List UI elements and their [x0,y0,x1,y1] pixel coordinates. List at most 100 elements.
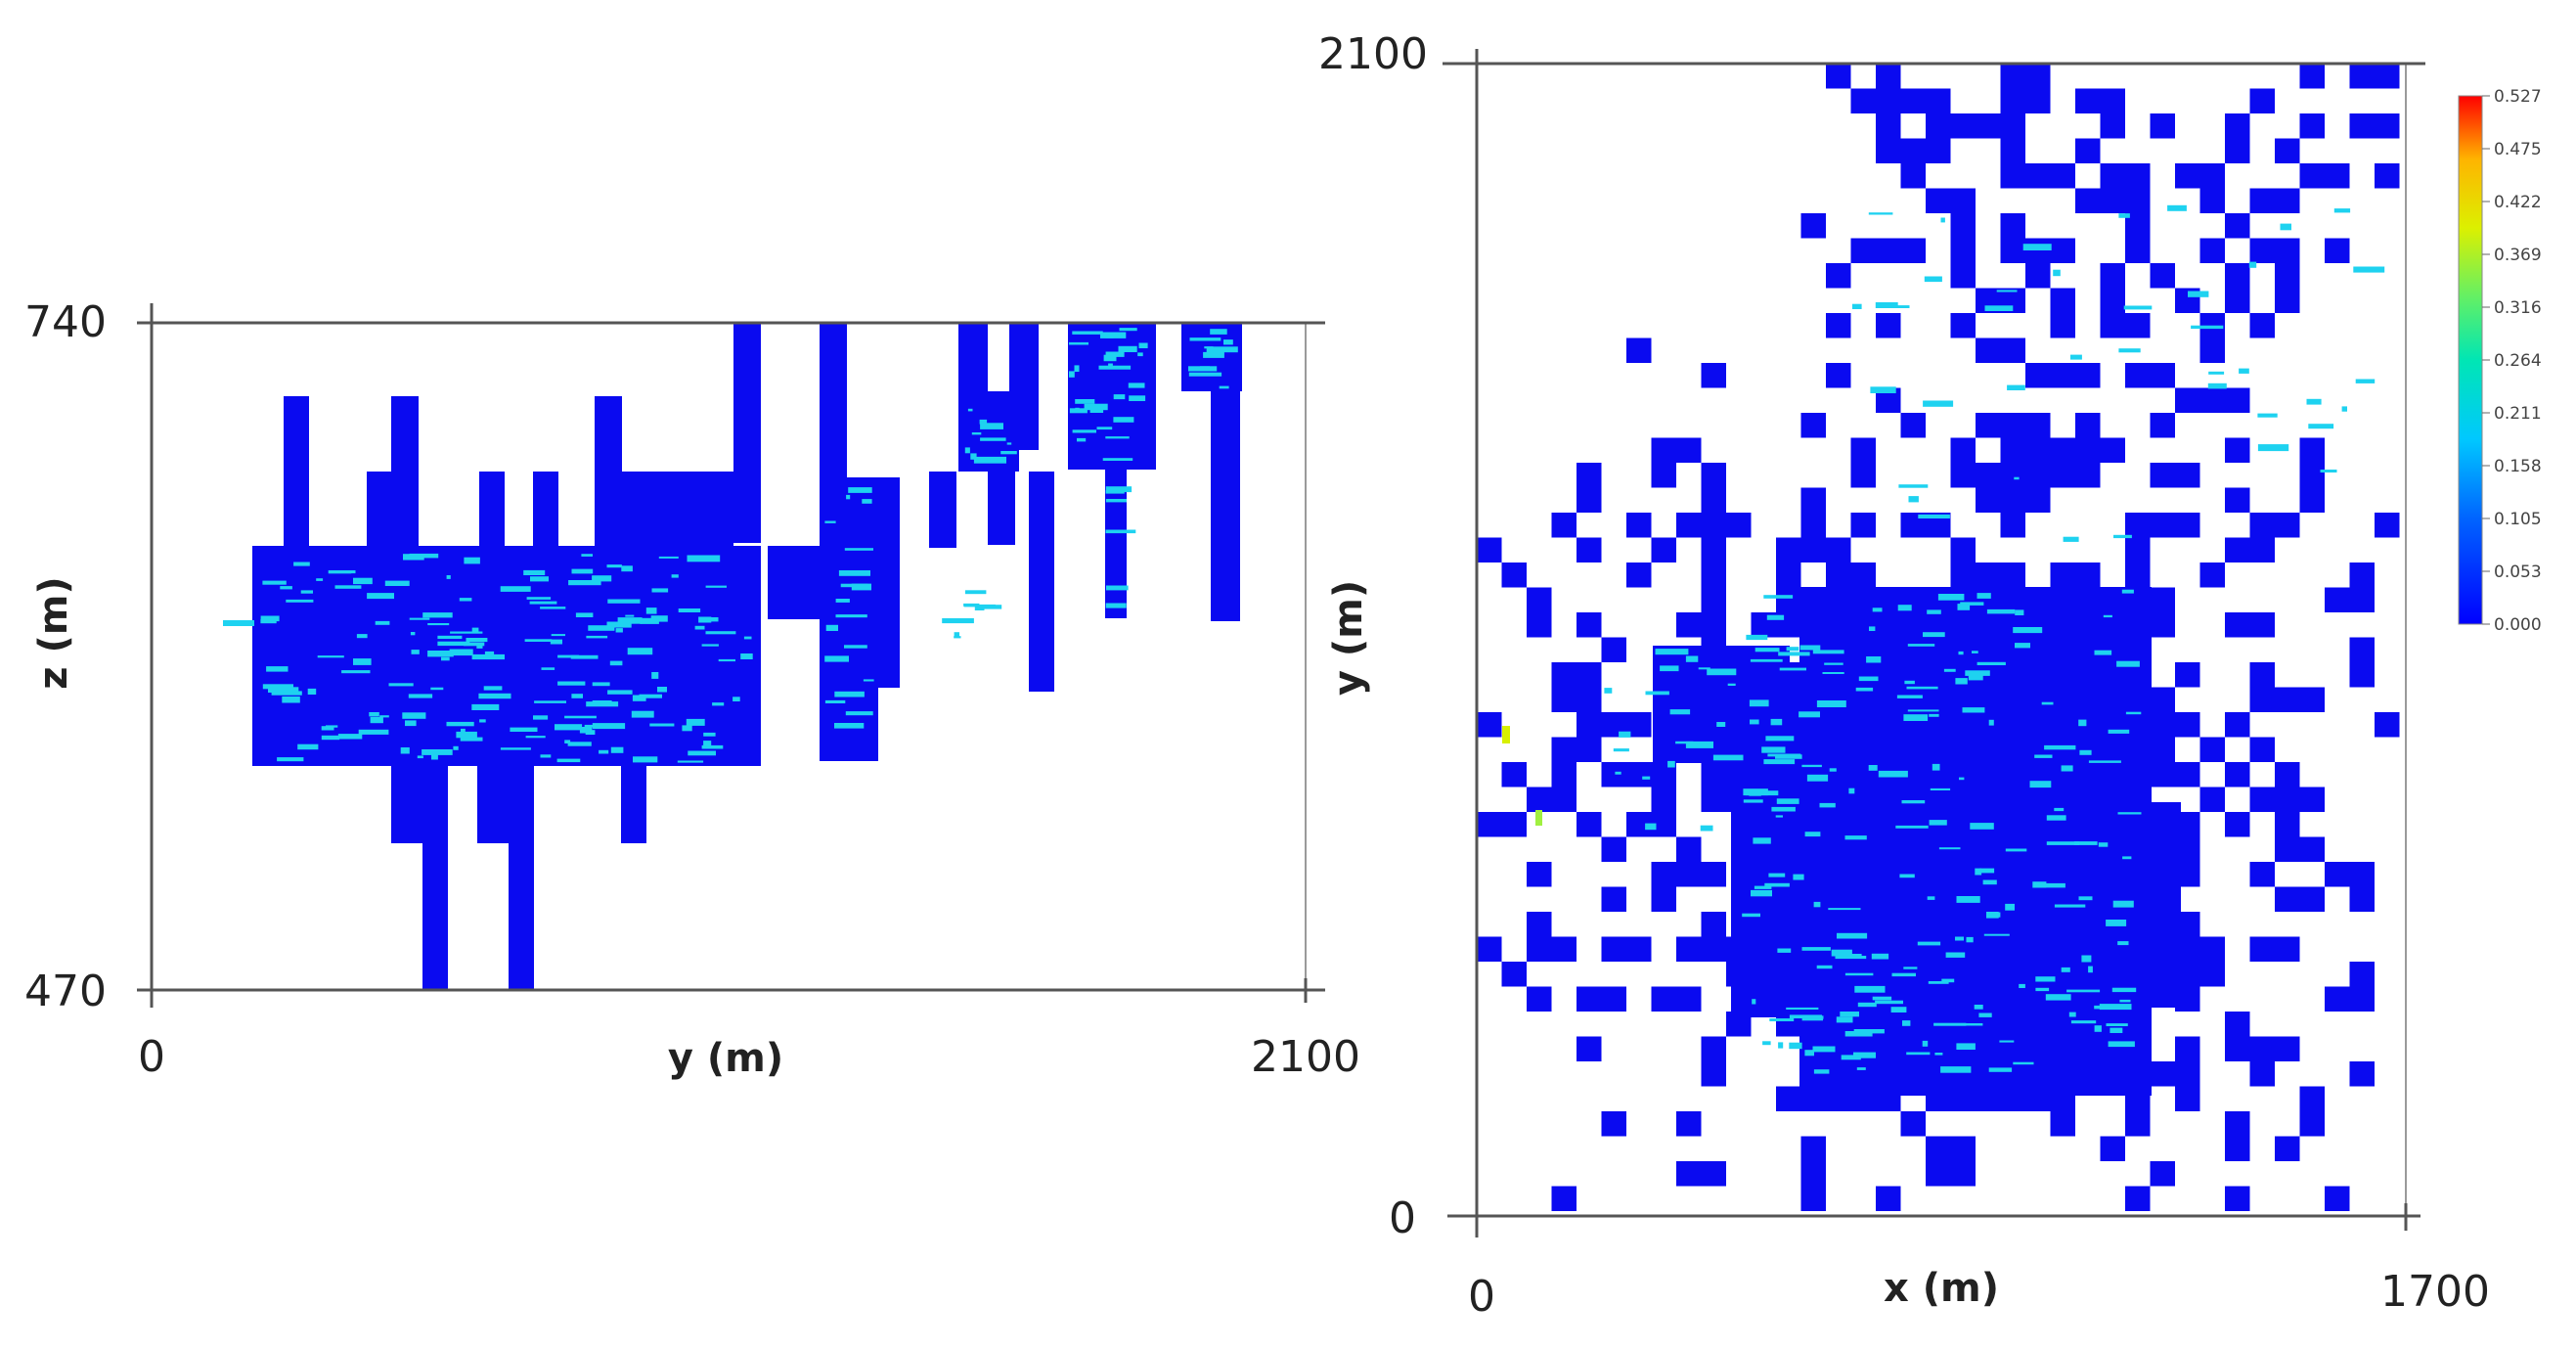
heatmap-cell [1950,213,1976,239]
heatmap-cell [1950,1161,1976,1187]
heatmap-cell [1876,88,1901,113]
heatmap-speckle [2054,904,2086,908]
heatmap-cell [1701,1161,1726,1187]
heatmap-cell [1601,637,1626,662]
heatmap-speckle [369,712,379,717]
heatmap-speckle [2051,816,2062,821]
heatmap-speckle [743,636,752,640]
heatmap-cell [1876,1186,1901,1211]
heatmap-speckle [1940,1066,1972,1073]
heatmap-cell [2175,912,2200,937]
heatmap-speckle [384,580,410,586]
heatmap-speckle [2094,1025,2102,1032]
heatmap-cell [2125,936,2151,962]
heatmap-cell [1826,562,1851,588]
heatmap-cell [1950,562,1976,588]
heatmap-speckle [592,575,612,582]
heatmap-speckle [584,724,599,728]
heatmap-speckle [863,679,874,682]
heatmap-cell [2275,138,2300,163]
heatmap-cell [875,477,900,688]
heatmap-cell [2075,188,2101,213]
heatmap-cell [1626,762,1652,788]
heatmap-speckle [2341,406,2347,412]
heatmap-speckle [476,643,483,649]
heatmap-speckle [701,644,719,647]
heatmap-cell [2150,587,2175,612]
heatmap-speckle [1105,499,1127,503]
heatmap-speckle [2078,719,2087,727]
heatmap-cell [2000,637,2025,662]
left-heatmap [223,323,1242,990]
heatmap-speckle [1799,711,1820,718]
heatmap-cell [2075,737,2101,762]
heatmap-cell [2050,562,2075,588]
heatmap-cell [2125,513,2151,538]
heatmap-cell [1876,886,1901,912]
heatmap-speckle [1903,714,1929,721]
heatmap-speckle [1786,647,1799,652]
heatmap-cell [2000,138,2025,163]
heatmap-cell [2100,113,2125,139]
heatmap-speckle [2035,987,2050,992]
heatmap-speckle [1642,776,1651,780]
heatmap-cell [1950,612,1976,638]
heatmap-speckle [1841,1055,1861,1060]
heatmap-speckle [317,655,344,658]
heatmap-cell [2225,138,2250,163]
heatmap-speckle [954,632,959,638]
heatmap-speckle [1707,668,1737,676]
heatmap-speckle [300,590,313,594]
heatmap-cell [1926,836,1951,862]
heatmap-speckle [2019,983,2025,988]
heatmap-speckle [464,642,485,647]
heatmap-cell [1551,687,1577,712]
heatmap-cell [1926,912,1951,937]
heatmap-cell [1900,1111,1926,1137]
heatmap-cell [1876,812,1901,837]
heatmap-cell [2349,1061,2375,1087]
heatmap-speckle [1799,645,1821,651]
heatmap-cell [2275,936,2300,962]
heatmap-speckle [1872,608,1883,612]
heatmap-speckle [1901,800,1926,804]
heatmap-speckle [1206,346,1238,353]
heatmap-speckle [1219,385,1229,389]
heatmap-speckle [2088,760,2121,763]
heatmap-speckle [375,620,390,625]
heatmap-speckle [1869,626,1876,631]
heatmap-cell [2150,113,2175,139]
heatmap-cell [1900,912,1926,937]
heatmap-cell [1527,936,1552,962]
heatmap-cell [2125,1036,2151,1061]
heatmap-cell [2025,1086,2051,1111]
heatmap-speckle [1923,632,1945,638]
heatmap-speckle [631,710,654,718]
heatmap-speckle [1943,668,1956,672]
left-xtick-0: 0 [138,1032,165,1082]
heatmap-cell [1551,762,1577,788]
heatmap-cell [1976,463,2001,488]
heatmap-speckle [1983,933,2010,936]
heatmap-speckle [1896,695,1923,698]
heatmap-cell [2249,687,2275,712]
heatmap-cell [2299,487,2325,513]
heatmap-speckle [1764,882,1790,887]
heatmap-cell [1676,986,1702,1012]
heatmap-cell [2075,463,2101,488]
heatmap-cell [477,765,534,843]
heatmap-speckle [1604,688,1613,694]
heatmap-speckle [846,494,851,500]
heatmap-cell [2225,263,2250,289]
heatmap-speckle [599,749,609,754]
heatmap-cell [2125,812,2151,837]
heatmap-cell [2375,513,2400,538]
heatmap-cell [2000,587,2025,612]
heatmap-speckle [2015,643,2030,649]
heatmap-speckle [980,437,1006,441]
heatmap-speckle [1918,514,1950,518]
heatmap-cell [509,841,534,990]
heatmap-speckle [1189,338,1221,341]
heatmap-cell [2025,64,2051,89]
heatmap-cell [1900,88,1926,113]
